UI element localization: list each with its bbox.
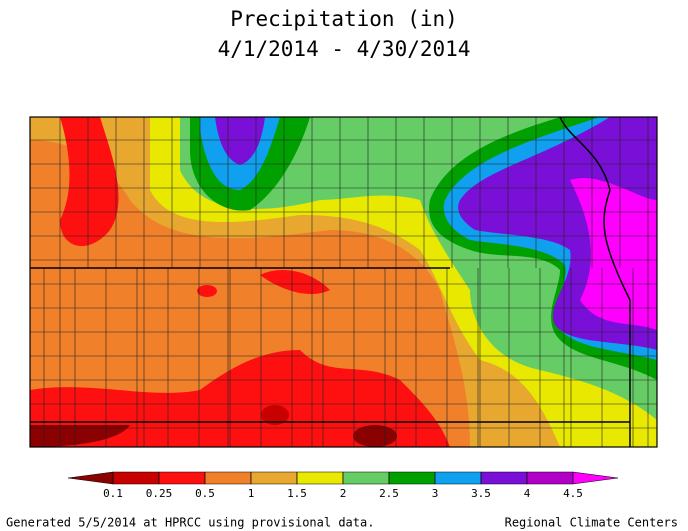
legend-swatch <box>67 471 114 485</box>
legend-swatch <box>204 471 252 485</box>
legend-tick-label: 0.5 <box>195 487 215 500</box>
footer-left: Generated 5/5/2014 at HPRCC using provis… <box>6 516 374 530</box>
state-borders <box>30 117 631 447</box>
legend-tick-label: 2 <box>340 487 347 500</box>
region <box>261 405 289 425</box>
legend-tick-label: 0.1 <box>103 487 123 500</box>
region <box>30 425 130 447</box>
map-frame <box>29 116 658 448</box>
region <box>60 117 119 247</box>
legend-swatch <box>158 471 206 485</box>
legend-tick-label: 3.5 <box>471 487 491 500</box>
legend-tick-label: 4 <box>524 487 531 500</box>
region <box>353 425 397 447</box>
legend-swatch <box>572 471 619 485</box>
subtitle: 4/1/2014 - 4/30/2014 <box>218 37 471 61</box>
county-lines <box>30 117 657 447</box>
precip-map <box>30 117 657 447</box>
legend-swatch <box>250 471 298 485</box>
legend-swatch <box>388 471 436 485</box>
legend-swatch <box>296 471 344 485</box>
region <box>260 270 330 295</box>
region <box>215 117 265 165</box>
legend-tick-label: 4.5 <box>563 487 583 500</box>
footer-right: Regional Climate Centers <box>505 516 678 530</box>
legend-tick-label: 3 <box>432 487 439 500</box>
legend-tick-label: 2.5 <box>379 487 399 500</box>
legend-swatch <box>434 471 482 485</box>
legend-tick-label: 1 <box>248 487 255 500</box>
region <box>197 285 217 297</box>
county-line <box>30 117 657 447</box>
legend-swatch <box>526 471 574 485</box>
legend-tick-label: 0.25 <box>146 487 173 500</box>
legend-swatch <box>480 471 528 485</box>
legend-swatch <box>112 471 160 485</box>
legend-tick-label: 1.5 <box>287 487 307 500</box>
legend-swatch <box>342 471 390 485</box>
title: Precipitation (in) <box>230 7 458 31</box>
color-legend: 0.1 0.25 0.5 1 1.5 2 2.5 3 3.5 4 4.5 <box>67 471 619 500</box>
